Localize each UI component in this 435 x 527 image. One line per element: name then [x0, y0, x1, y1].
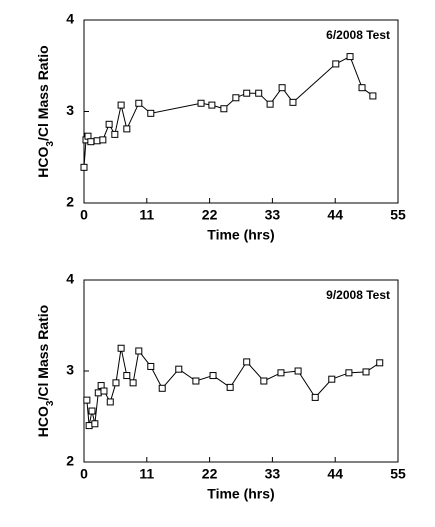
data-line [86, 348, 381, 426]
data-point [147, 362, 155, 370]
data-point [243, 358, 251, 366]
data-point [208, 101, 216, 109]
data-point [232, 94, 240, 102]
x-tick-label: 0 [80, 466, 88, 482]
y-tick-label: 3 [66, 362, 74, 378]
data-point [289, 98, 297, 106]
y-label-subscript: 3 [45, 141, 56, 147]
data-point [277, 369, 285, 377]
data-point [192, 377, 200, 385]
y-label-rest: /Cl Mass Ratio [35, 45, 51, 141]
x-tick-label: 55 [390, 466, 406, 482]
data-point [85, 422, 93, 430]
data-point [369, 92, 377, 100]
data-point [197, 99, 205, 107]
data-point [260, 377, 268, 385]
data-point [345, 369, 353, 377]
data-point [346, 53, 354, 61]
x-tick-label: 0 [80, 207, 88, 223]
data-line [83, 55, 374, 168]
data-point [111, 130, 119, 138]
data-point [91, 420, 99, 428]
data-point [332, 60, 340, 68]
x-tick-label: 11 [139, 466, 154, 482]
data-point [376, 359, 384, 367]
y-axis-label: HCO3/Cl Mass Ratio [35, 305, 56, 437]
data-point [135, 347, 143, 355]
data-point [175, 365, 183, 373]
x-tick-label: 33 [265, 466, 281, 482]
y-tick-label: 4 [66, 271, 74, 287]
y-tick-label: 2 [66, 194, 74, 210]
annotation: 6/2008 Test [326, 28, 390, 42]
data-point [255, 89, 263, 97]
data-point [129, 379, 137, 387]
data-point [358, 84, 366, 92]
data-point [117, 101, 125, 109]
data-point [294, 367, 302, 375]
data-point [158, 384, 166, 392]
annotation: 9/2008 Test [326, 288, 390, 302]
x-axis-label: Time (hrs) [207, 227, 274, 243]
data-point [135, 99, 143, 107]
x-tick-label: 33 [265, 207, 281, 223]
x-tick-label: 55 [390, 207, 406, 223]
data-point [106, 398, 114, 406]
data-point [88, 407, 96, 415]
data-point [117, 344, 125, 352]
data-point [93, 137, 101, 145]
data-point [311, 393, 319, 401]
data-point [243, 89, 251, 97]
y-label-rest: /Cl Mass Ratio [35, 305, 51, 401]
data-point [100, 387, 108, 395]
y-axis-label: HCO3/Cl Mass Ratio [35, 45, 56, 177]
y-label-main: HCO [35, 146, 51, 177]
y-label-subscript: 3 [45, 400, 56, 406]
data-point [209, 372, 217, 380]
data-point [123, 125, 131, 133]
plot-frame [83, 19, 399, 204]
data-point [112, 379, 120, 387]
y-tick-label: 4 [66, 11, 74, 27]
data-point [362, 368, 370, 376]
data-point [220, 105, 228, 113]
y-tick-label: 2 [66, 453, 74, 469]
x-tick-label: 11 [139, 207, 154, 223]
x-tick-label: 44 [327, 466, 343, 482]
data-point [147, 109, 155, 117]
y-label-main: HCO [35, 406, 51, 437]
data-point [328, 375, 336, 383]
data-point [94, 389, 102, 397]
data-point [99, 136, 107, 144]
data-point [87, 138, 95, 146]
data-point [278, 84, 286, 92]
data-point [105, 120, 113, 128]
y-tick-label: 3 [66, 102, 74, 118]
x-tick-label: 22 [202, 207, 218, 223]
data-point [123, 372, 131, 380]
data-point [266, 100, 274, 108]
x-tick-label: 22 [202, 466, 218, 482]
x-axis-label: Time (hrs) [207, 486, 274, 502]
data-point [80, 163, 88, 171]
x-tick-label: 44 [327, 207, 343, 223]
data-point [83, 396, 91, 404]
data-point [226, 383, 234, 391]
